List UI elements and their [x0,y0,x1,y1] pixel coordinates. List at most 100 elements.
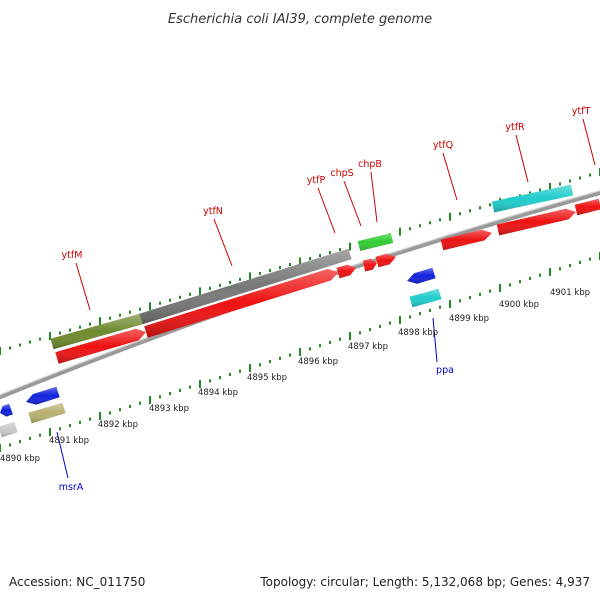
scale-label: 4897 kbp [348,342,388,352]
scale-label: 4892 kbp [98,420,138,430]
inner-tick [429,308,431,312]
gene-features [0,184,600,438]
inner-tick [39,433,41,437]
cds-ytfT-shading [574,198,600,216]
inner-tick [329,340,331,344]
gene-edge-feature-shading [0,421,18,438]
inner-tick [249,364,251,372]
inner-tick [9,443,11,447]
inner-tick [29,436,31,440]
inner-tick [469,296,471,300]
outer-tick [259,271,261,275]
outer-tick [129,310,131,314]
gene-leader-line [582,118,596,166]
outer-tick [299,257,301,266]
inner-tick [289,353,291,357]
cds-ytfP-shading [336,264,356,279]
outer-tick [339,248,341,252]
outer-tick [559,182,561,186]
outer-tick [329,251,331,255]
gene-label-ytfQ: ytfQ [433,140,453,151]
gene-label-ppa: ppa [436,365,454,376]
gene-label-chpS: chpS [330,168,353,179]
inner-tick [209,379,211,383]
gene-leader-line [56,431,69,479]
outer-tick [459,212,461,216]
inner-tick [389,321,391,325]
gene-leader-line [343,180,362,227]
inner-tick [179,388,181,392]
outer-tick [59,331,61,335]
inner-tick [69,424,71,428]
outer-tick [289,262,291,266]
cds-reverse-edge-shading [0,403,13,417]
inner-tick [369,328,371,332]
outer-tick [549,182,551,191]
genome-stats-label: Topology: circular; Length: 5,132,068 bp… [259,575,590,589]
inner-tick [169,392,171,396]
cds-chpB-shading [375,253,396,268]
outer-tick [479,206,481,210]
gene-label-ytfT: ytfT [572,106,591,117]
inner-tick [399,316,401,324]
scale-label: 4891 kbp [49,436,89,446]
inner-tick [569,264,571,268]
inner-tick [89,417,91,421]
inner-tick [309,347,311,351]
cds-chpS-shading [362,258,377,272]
gene-msrA-feature-shading [28,402,66,424]
outer-tick [159,301,161,305]
inner-tick [349,332,351,340]
scale-label: 4901 kbp [550,288,590,298]
outer-tick [309,257,311,261]
outer-tick [189,292,191,296]
inner-tick [529,276,531,280]
inner-tick [379,324,381,328]
outer-tick [79,325,81,329]
inner-tick [509,283,511,287]
outer-tick [29,340,31,344]
outer-tick [249,272,251,281]
inner-tick [199,380,201,388]
inner-tick [79,420,81,424]
inner-tick [499,284,501,292]
outer-tick [219,283,221,287]
outer-tick [199,287,201,296]
gene-ytfN-feature-shading [139,248,352,325]
gene-label-msrA: msrA [59,482,84,493]
map-title: Escherichia coli IAI39, complete genome [168,12,432,27]
outer-tick [419,224,421,228]
inner-tick [549,268,551,276]
inner-tick [159,395,161,399]
inner-tick [139,401,141,405]
outer-tick [429,221,431,225]
outer-tick [149,302,151,311]
inner-tick [579,260,581,264]
outer-tick [439,218,441,222]
genome-track: ytfMytfNytfPchpSchpBytfQytfRytfTppamsrA … [0,106,600,493]
gene-leader-line [370,171,378,223]
outer-tick [589,173,591,177]
gene-ppa-feature-shading [409,288,442,308]
outer-tick [579,176,581,180]
inner-tick [109,411,111,415]
cds-ytfM-shading [55,328,146,364]
gene-ytfR-feature-shading [491,184,574,213]
inner-tick [519,280,521,284]
outer-tick [239,277,241,281]
gene-leader-line [432,317,438,363]
gene-leader-line [75,262,91,311]
accession-label: Accession: NC_011750 [9,575,145,589]
gene-leader-line [515,134,529,183]
outer-tick-ring [0,168,600,355]
inner-tick [559,267,561,271]
outer-tick [449,212,451,221]
inner-tick [489,289,491,293]
gene-leader-line [213,218,233,267]
outer-tick [139,307,141,311]
inner-tick [539,273,541,277]
outer-tick [39,337,41,341]
cds-msrA-shading [26,386,60,405]
outer-tick [529,191,531,195]
